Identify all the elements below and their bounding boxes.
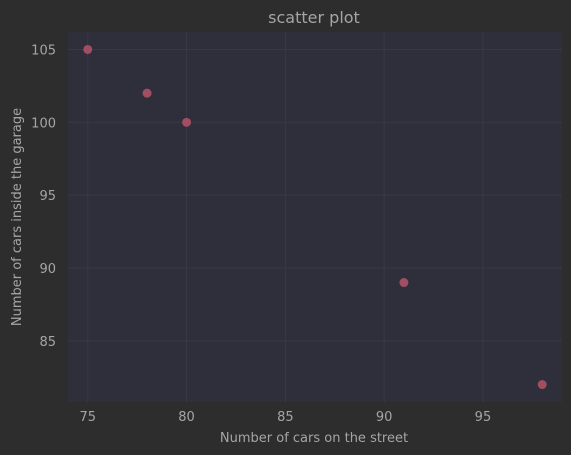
x-tick-labels: 75 80 85 90 95 [79, 410, 491, 425]
y-tick-label: 105 [31, 43, 56, 58]
y-axis-label: Number of cars inside the garage [10, 108, 25, 326]
x-tick-label: 85 [277, 410, 294, 425]
y-tick-labels: 85 90 95 100 105 [31, 43, 56, 349]
scatter-point [142, 88, 152, 98]
scatter-point [399, 278, 409, 288]
x-tick-label: 80 [178, 410, 195, 425]
y-tick-label: 100 [31, 116, 56, 131]
chart-title: scatter plot [268, 8, 360, 27]
y-tick-label: 95 [39, 189, 56, 204]
y-tick-label: 90 [39, 262, 56, 277]
x-axis-label: Number of cars on the street [220, 431, 408, 446]
scatter-point [182, 117, 192, 127]
y-tick-label: 85 [39, 335, 56, 350]
plot-area [68, 32, 562, 402]
x-tick-label: 90 [376, 410, 393, 425]
x-tick-label: 75 [79, 410, 96, 425]
scatter-point [83, 44, 93, 54]
data-points [83, 44, 547, 390]
grid-lines [68, 32, 562, 402]
x-tick-label: 95 [475, 410, 492, 425]
scatter-point [537, 380, 547, 390]
